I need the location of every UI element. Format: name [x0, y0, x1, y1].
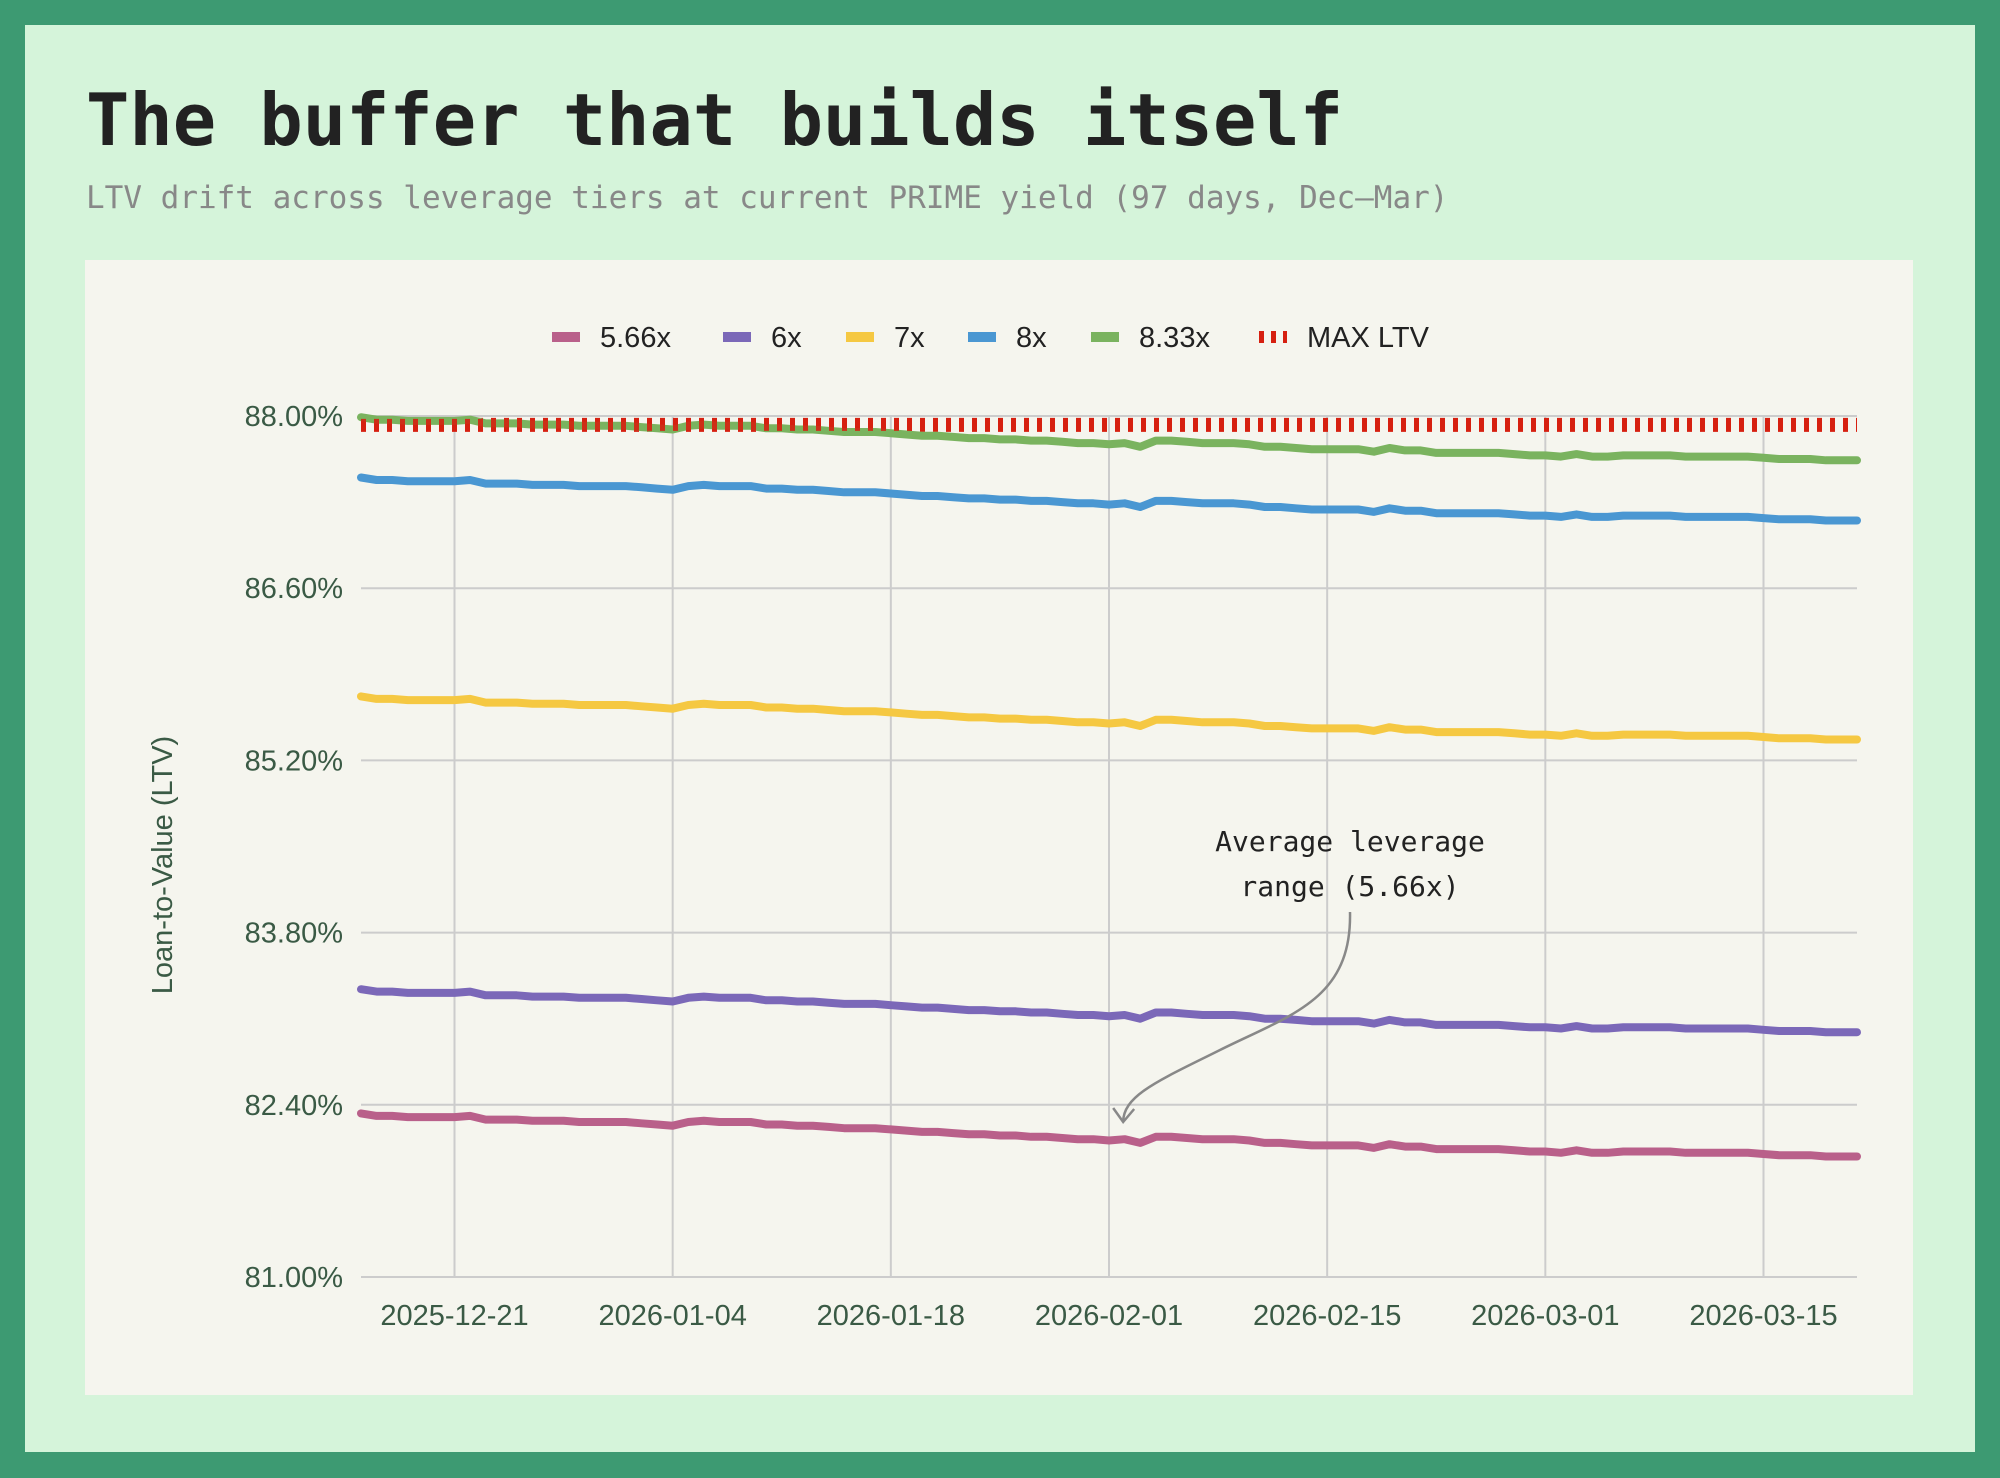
series-line-8xx — [357, 473, 1861, 525]
x-tick-label: 2026-01-18 — [817, 1300, 965, 1332]
grid — [361, 415, 1857, 1278]
legend-swatch — [968, 332, 996, 342]
legend-swatch — [723, 332, 751, 342]
series-line-7xx — [357, 692, 1861, 744]
legend-swatch — [1091, 332, 1119, 342]
y-tick-label: 86.60% — [245, 573, 343, 605]
legend-label: MAX LTV — [1307, 322, 1430, 354]
legend-label: 7x — [894, 322, 925, 354]
annotation-arrow — [1121, 911, 1352, 1123]
legend-label: 6x — [771, 322, 802, 354]
x-tick-label: 2026-03-15 — [1689, 1300, 1837, 1332]
series-line-6xx — [357, 985, 1861, 1037]
arrowhead-icon — [1112, 1107, 1136, 1125]
legend: 5.66x 6x 7x 8x 8.33x MAX LTV — [552, 322, 1430, 354]
x-tick-label: 2025-12-21 — [380, 1300, 528, 1332]
page-subtitle: LTV drift across leverage tiers at curre… — [86, 180, 1449, 216]
annotation: Average leverage range (5.66x) — [1112, 825, 1485, 1125]
x-tick-label: 2026-02-15 — [1253, 1300, 1401, 1332]
y-tick-label: 85.20% — [245, 745, 343, 777]
legend-swatch — [846, 332, 874, 342]
legend-label: 8.33x — [1139, 322, 1210, 354]
x-tick-label: 2026-03-01 — [1471, 1300, 1619, 1332]
axes: 81.00% 82.40% 83.80% 85.20% 86.60% 88.00% 2025… — [147, 401, 1838, 1332]
x-tick-label: 2026-02-01 — [1035, 1300, 1183, 1332]
y-axis-label: Loan-to-Value (LTV) — [147, 736, 179, 994]
annotation-text: Average leverage — [1215, 825, 1485, 858]
x-tick-label: 2026-01-04 — [598, 1300, 746, 1332]
chart-card — [85, 260, 1913, 1395]
page-title: The buffer that builds itself — [86, 78, 1344, 162]
legend-label: 5.66x — [600, 322, 671, 354]
series-lines — [357, 413, 1861, 1161]
legend-label: 8x — [1016, 322, 1047, 354]
y-tick-label: 82.40% — [245, 1090, 343, 1122]
y-tick-label: 83.80% — [245, 918, 343, 950]
annotation-text: range (5.66x) — [1240, 870, 1459, 903]
legend-swatch — [552, 332, 580, 342]
y-tick-label: 88.00% — [245, 401, 343, 433]
y-tick-label: 81.00% — [245, 1262, 343, 1294]
series-line-5-66xx — [357, 1109, 1861, 1161]
